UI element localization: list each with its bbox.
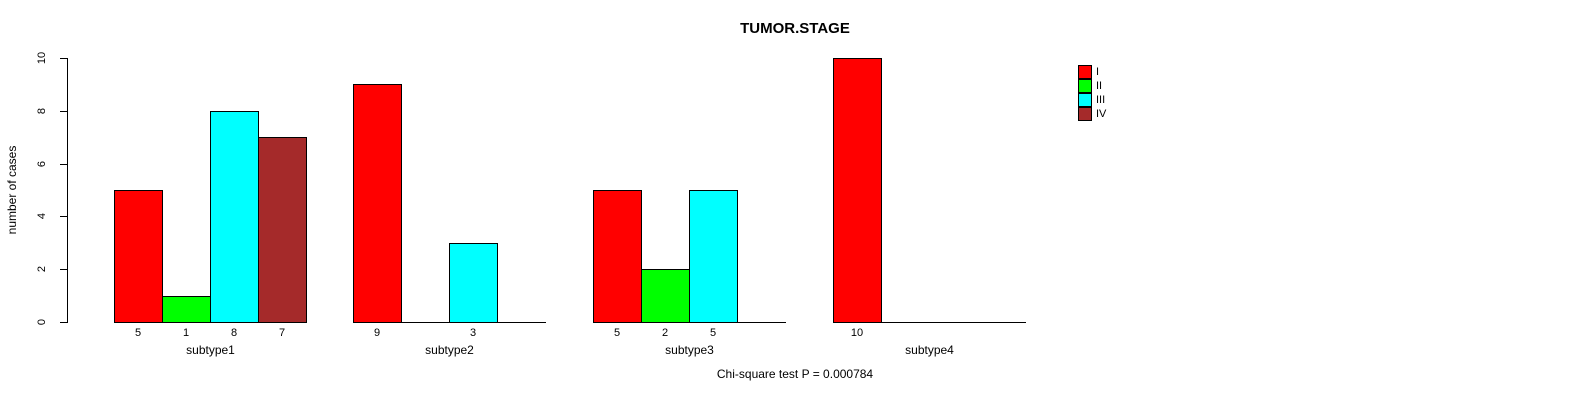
legend-label: IV bbox=[1096, 108, 1107, 120]
bar bbox=[593, 190, 642, 323]
legend-label: III bbox=[1096, 94, 1106, 106]
bar bbox=[353, 84, 402, 323]
y-axis-tick bbox=[60, 58, 67, 59]
x-axis-category-label: subtype4 bbox=[905, 343, 954, 357]
chart-title: TUMOR.STAGE bbox=[740, 20, 850, 37]
legend-swatch-icon bbox=[1078, 107, 1092, 121]
bar bbox=[162, 295, 211, 323]
legend-swatch-icon bbox=[1078, 93, 1092, 107]
legend-item: I bbox=[1078, 65, 1106, 79]
y-axis-tick bbox=[60, 322, 67, 323]
legend-item: III bbox=[1078, 93, 1106, 107]
chart-subtitle: Chi-square test P = 0.000784 bbox=[716, 367, 874, 381]
legend-label: I bbox=[1096, 66, 1100, 78]
bar-value-label: 3 bbox=[469, 327, 477, 339]
bar-value-label: 9 bbox=[373, 327, 381, 339]
x-axis-baseline bbox=[833, 322, 1026, 323]
y-axis-tick-label: 6 bbox=[36, 160, 48, 167]
x-axis-category-label: subtype2 bbox=[425, 343, 474, 357]
y-axis-tick-label: 2 bbox=[36, 266, 48, 273]
legend-item: IV bbox=[1078, 107, 1106, 121]
y-axis-tick-label: 0 bbox=[36, 318, 48, 326]
y-axis-line bbox=[67, 58, 68, 323]
legend-item: II bbox=[1078, 79, 1106, 93]
legend-label: II bbox=[1096, 80, 1103, 92]
legend-swatch-icon bbox=[1078, 79, 1092, 93]
y-axis-tick-label: 4 bbox=[36, 213, 48, 220]
bar-value-label: 10 bbox=[850, 327, 864, 339]
bar-value-label: 5 bbox=[709, 327, 717, 339]
bar bbox=[114, 190, 163, 323]
bar-value-label: 1 bbox=[182, 327, 190, 339]
bar-value-label: 5 bbox=[613, 327, 621, 339]
bar bbox=[689, 190, 738, 323]
bar bbox=[641, 269, 690, 323]
bar-value-label: 5 bbox=[134, 327, 142, 339]
bar bbox=[833, 58, 882, 323]
y-axis-tick-label: 10 bbox=[36, 51, 48, 65]
y-axis-tick bbox=[60, 269, 67, 271]
bar bbox=[449, 242, 498, 323]
y-axis-tick bbox=[60, 163, 67, 165]
bar bbox=[258, 137, 307, 323]
bar-value-label: 7 bbox=[278, 327, 286, 339]
bar-value-label: 2 bbox=[661, 327, 669, 339]
y-axis-tick bbox=[60, 216, 67, 218]
y-axis-tick bbox=[60, 110, 67, 112]
legend: I II III IV bbox=[1078, 65, 1106, 121]
bar bbox=[210, 110, 259, 323]
x-axis-category-label: subtype3 bbox=[665, 343, 714, 357]
bar-value-label: 8 bbox=[230, 327, 238, 339]
y-axis-tick-label: 8 bbox=[36, 107, 48, 114]
x-axis-category-label: subtype1 bbox=[186, 343, 235, 357]
legend-swatch-icon bbox=[1078, 65, 1092, 79]
